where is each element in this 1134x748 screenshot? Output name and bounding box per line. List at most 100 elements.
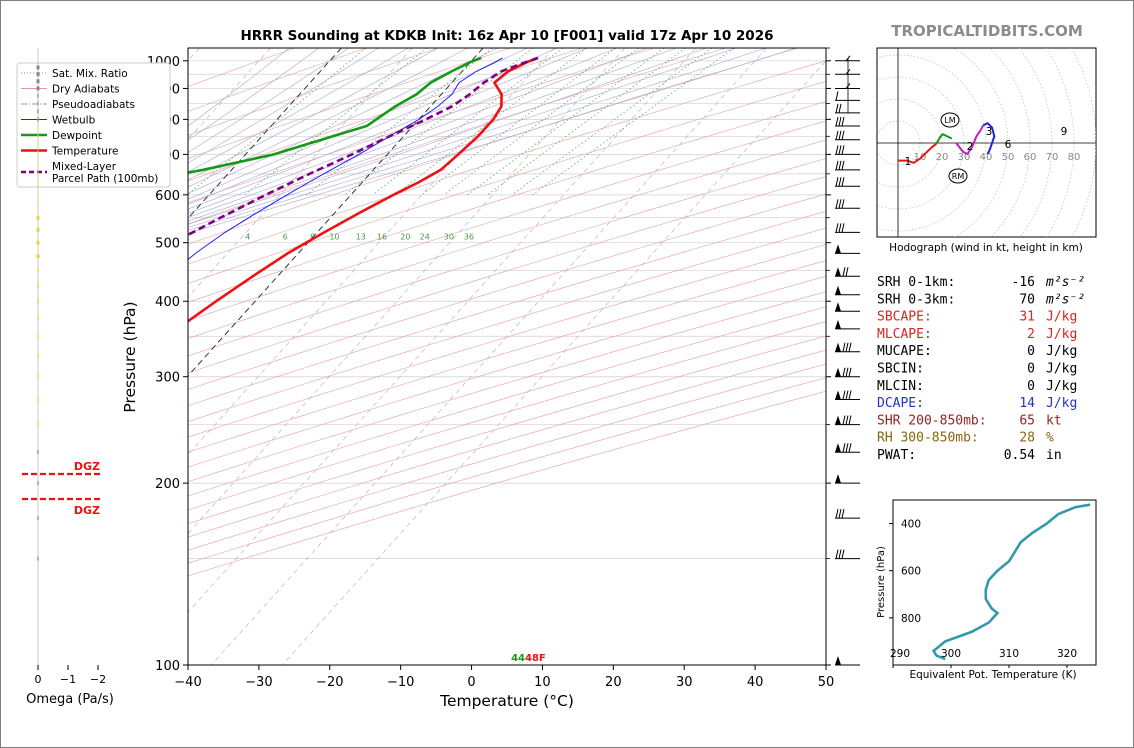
dry-adiabat: [188, 48, 726, 225]
x-tick-label: −30: [245, 675, 272, 690]
wind-barbs: [835, 55, 860, 666]
barb-pennant: [835, 367, 841, 377]
index-label: RH 300-850mb:: [877, 431, 979, 446]
index-label: PWAT:: [877, 448, 916, 463]
mixing-ratio-label: 1: [128, 233, 133, 242]
temperature-line: [188, 56, 539, 323]
barb-flag: [845, 390, 849, 400]
moist-adiabat: [188, 48, 379, 164]
barb-flag: [838, 223, 842, 233]
barb-flag: [842, 443, 846, 453]
index-unit: J/kg: [1046, 344, 1077, 359]
hodograph-trace: [982, 121, 996, 155]
omega-tick-label: −1: [60, 673, 76, 686]
mixing-ratio-label: 6: [283, 233, 288, 242]
mixing-ratio-line: [188, 48, 367, 195]
barb-pennant: [835, 656, 841, 665]
barb-pennant: [835, 390, 841, 400]
x-tick-label: 0: [467, 675, 475, 690]
x-tick-label: 30: [676, 675, 693, 690]
wind-barb: [835, 145, 860, 155]
barb-flag: [841, 509, 845, 519]
index-label: SBCIN:: [877, 362, 924, 377]
mixing-ratio-line: [306, 48, 493, 196]
y-tick-label: 600: [155, 189, 180, 204]
sounding-indices: SRH 0-1km: -16 m²s⁻² SRH 0-3km: 70 m²s⁻² SBCAP…: [877, 275, 1085, 463]
dry-adiabat: [188, 48, 655, 204]
hodograph-caption: Hodograph (wind in kt, height in km): [889, 242, 1083, 254]
legend-label: Dry Adiabats: [52, 84, 120, 96]
dewpoint-line: [188, 56, 482, 174]
barb-pennant: [835, 415, 841, 425]
x-tick-label: 40: [747, 675, 764, 690]
barb-flag: [835, 160, 839, 170]
mixing-ratio-label: 13: [356, 233, 366, 242]
barb-flag: [835, 177, 839, 187]
moist-adiabat: [188, 48, 677, 222]
x-tick-label: −10: [387, 675, 414, 690]
chart-title: HRRR Sounding at KDKB Init: 16z Apr 10 […: [240, 28, 773, 44]
wind-barb: [835, 415, 860, 426]
wind-barb: [835, 68, 860, 75]
dgz-label-top: DGZ: [74, 460, 100, 473]
dry-adiabat: [188, 81, 826, 284]
theta-e-y-tick-label: 600: [901, 566, 921, 578]
index-unit: m²s⁻²: [1045, 275, 1085, 290]
barb-flag: [841, 145, 845, 155]
barb-flag: [842, 390, 846, 400]
x-tick-label: 50: [818, 675, 835, 690]
legend-label: Parcel Path (100mb): [52, 173, 158, 185]
isotherm: [188, 48, 413, 298]
surface-dewpoint-label: 44: [511, 653, 525, 664]
moist-adiabat: [188, 48, 409, 173]
omega-axis-label: Omega (Pa/s): [26, 692, 114, 707]
mixing-ratio-label: 4: [245, 233, 250, 242]
hodograph-ring-label: 60: [1024, 152, 1037, 163]
mixing-ratio-line: [511, 48, 713, 196]
wetbulb-line: [188, 57, 503, 261]
isotherm: [188, 48, 697, 613]
barb-pennant: [835, 267, 841, 277]
storm-motion-marker: [948, 168, 968, 184]
mixing-ratio-line: [421, 48, 616, 196]
mixing-ratio-label: 20: [400, 233, 410, 242]
dry-adiabat: [188, 48, 367, 112]
theta-e-frame: [892, 499, 1097, 666]
mixing-ratio-label: 8: [310, 233, 315, 242]
wind-barb: [835, 267, 860, 277]
wind-barb: [835, 223, 860, 233]
dry-adiabat: [188, 390, 826, 577]
mixing-ratio-label: 2: [185, 233, 190, 242]
index-value: 65: [1019, 413, 1035, 428]
storm-motion-label: RM: [952, 172, 965, 181]
barb-flag: [835, 223, 839, 233]
mixing-ratio-line: [467, 48, 665, 196]
mixing-ratio-label: 16: [377, 233, 387, 242]
mixing-ratio-label: 24: [420, 233, 430, 242]
theta-e-y-tick-label: 400: [901, 519, 921, 531]
isotherm: [211, 48, 767, 665]
dry-adiabat: [188, 363, 826, 551]
barb-flag: [838, 199, 842, 209]
index-value: 0.54: [1004, 448, 1035, 463]
wind-barb: [835, 244, 860, 254]
isotherm-highlight: [188, 48, 484, 377]
barb-flag: [841, 199, 845, 209]
barb-flag: [835, 91, 839, 101]
wind-barb: [835, 199, 860, 209]
mixing-ratio-line: [244, 48, 427, 196]
legend-label: Wetbulb: [52, 115, 96, 127]
wind-barb: [835, 83, 860, 89]
wind-barb: [835, 130, 860, 141]
legend-box: [16, 62, 171, 188]
index-unit: J/kg: [1046, 396, 1077, 411]
index-label: SRH 0-1km:: [877, 275, 955, 290]
wind-barb: [835, 55, 860, 62]
barb-flag: [841, 223, 845, 233]
hodograph-ring-label: 20: [936, 152, 949, 163]
legend-label: Pseudoadiabats: [52, 99, 135, 111]
hodograph-height-label: 1: [905, 156, 912, 168]
watermark: TROPICALTIDBITS.COM: [891, 22, 1083, 40]
barb-pennant: [835, 342, 841, 352]
barb-flag: [841, 130, 845, 140]
